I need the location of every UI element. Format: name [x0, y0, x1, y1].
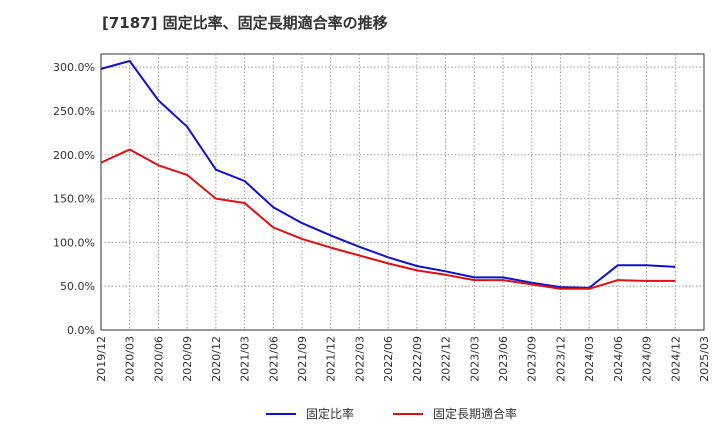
x-tick-label: 2023/12 — [554, 336, 567, 382]
x-tick-label: 2021/12 — [325, 336, 338, 382]
x-tick-label: 2023/06 — [497, 336, 510, 382]
x-tick-label: 2022/09 — [411, 336, 424, 382]
x-tick-label: 2022/06 — [382, 336, 395, 382]
series-layer — [100, 60, 676, 290]
legend-label-2: 固定長期適合率 — [433, 406, 517, 421]
x-tick-label: 2022/03 — [353, 336, 366, 382]
chart-title: [7187] 固定比率、固定長期適合率の推移 — [102, 14, 388, 32]
x-tick-label: 2023/03 — [468, 336, 481, 382]
x-tick-label: 2020/09 — [181, 336, 194, 382]
y-tick-label: 50.0% — [60, 280, 95, 293]
x-tick-label: 2024/09 — [641, 336, 654, 382]
series-line-1 — [100, 60, 676, 289]
series-line-2 — [100, 148, 676, 290]
legend: 固定比率 固定長期適合率 — [266, 406, 517, 421]
x-tick-label: 2023/09 — [526, 336, 539, 382]
plot-area-border — [100, 53, 705, 331]
y-tick-label: 300.0% — [53, 61, 95, 74]
x-tick-label: 2025/03 — [698, 336, 711, 382]
y-tick-label: 250.0% — [53, 105, 95, 118]
x-tick-label: 2024/03 — [583, 336, 596, 382]
x-tick-label: 2021/09 — [296, 336, 309, 382]
x-tick-label: 2020/12 — [210, 336, 223, 382]
y-axis-ticks: 0.0% 50.0% 100.0% 150.0% 200.0% 250.0% 300.0% — [53, 61, 95, 337]
y-tick-label: 200.0% — [53, 149, 95, 162]
y-tick-label: 150.0% — [53, 193, 95, 206]
legend-label-1: 固定比率 — [306, 406, 354, 421]
x-tick-label: 2024/06 — [612, 336, 625, 382]
x-tick-label: 2021/03 — [239, 336, 252, 382]
grid-layer — [101, 54, 704, 330]
x-tick-label: 2021/06 — [267, 336, 280, 382]
y-tick-label: 100.0% — [53, 236, 95, 249]
x-tick-label: 2024/12 — [669, 336, 682, 382]
x-tick-label: 2022/12 — [440, 336, 453, 382]
x-tick-label: 2020/03 — [124, 336, 137, 382]
x-tick-label: 2019/12 — [95, 336, 108, 382]
y-tick-label: 0.0% — [67, 324, 95, 337]
x-tick-label: 2020/06 — [152, 336, 165, 382]
x-axis-ticks: 2019/12 2020/03 2020/06 2020/09 2020/12 2021/… — [95, 336, 711, 382]
